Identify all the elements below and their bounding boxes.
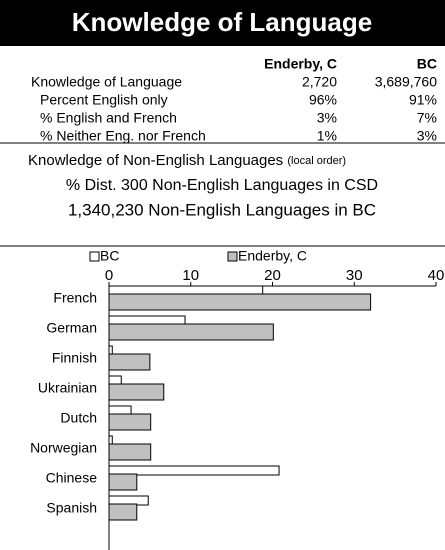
cell: 3% [317, 110, 337, 126]
cell: 7% [417, 110, 437, 126]
x-tick-label: 40 [428, 267, 445, 284]
cell: 3% [417, 128, 437, 144]
bar [108, 503, 138, 521]
cell: 91% [409, 92, 437, 108]
note: (local order) [287, 155, 346, 167]
row-label: Knowledge of Language [31, 74, 182, 90]
column-header: Enderby, C [264, 56, 337, 72]
cell: 2,720 [302, 74, 337, 90]
column-header: BC [417, 56, 437, 72]
legend-swatch [89, 251, 100, 262]
bar [108, 383, 165, 401]
y-tick-label: Dutch [60, 410, 97, 426]
dist-line: % Dist. 300 Non-English Languages in CSD [66, 177, 378, 194]
bar [108, 293, 372, 311]
table: Enderby, C BC Knowledge of Language 2,720 3,… [31, 56, 437, 144]
y-tick-label: Finnish [52, 350, 97, 366]
chart: BC Enderby, C 0 10 20 30 40 French German Finnish… [30, 248, 444, 550]
cell: 1% [317, 128, 337, 144]
y-tick-label: Spanish [46, 500, 97, 516]
bar [108, 323, 274, 341]
total-line: 1,340,230 Non-English Languages in BC [68, 200, 376, 219]
x-tick-label: 10 [182, 267, 199, 284]
heading: Knowledge of Non-English Languages [28, 152, 283, 169]
bar [108, 473, 138, 491]
x-tick-label: 20 [264, 267, 281, 284]
y-tick-label: German [46, 320, 97, 336]
section-heading: Knowledge of Non-English Languages (loca… [28, 152, 346, 169]
legend-label: Enderby, C [238, 248, 307, 264]
y-tick-label: Norwegian [30, 440, 97, 456]
cell: 3,689,760 [375, 74, 437, 90]
legend-swatch [227, 251, 238, 262]
title-band [0, 0, 445, 46]
row-label: Percent English only [40, 92, 168, 108]
row-label: % English and French [40, 110, 177, 126]
title: Knowledge of Language [72, 7, 372, 37]
bar [108, 353, 151, 371]
bar [108, 413, 152, 431]
y-tick-label: Ukrainian [38, 380, 97, 396]
bar [108, 465, 280, 476]
x-tick-label: 0 [105, 267, 113, 284]
y-tick-label: Chinese [46, 470, 98, 486]
y-tick-label: French [53, 290, 97, 306]
cell: 96% [309, 92, 337, 108]
bar [108, 443, 152, 461]
legend-label: BC [100, 248, 119, 264]
row-label: % Neither Eng. nor French [40, 128, 206, 144]
x-tick-label: 30 [346, 267, 363, 284]
